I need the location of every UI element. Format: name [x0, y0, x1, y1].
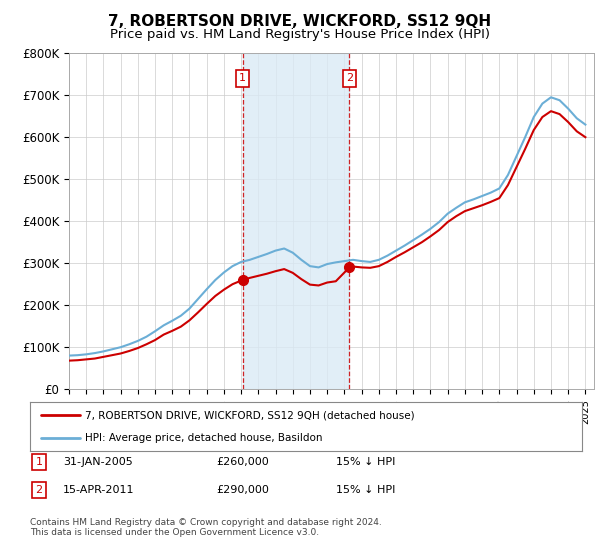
Text: 15-APR-2011: 15-APR-2011 [63, 485, 134, 495]
Text: 1: 1 [35, 457, 43, 467]
Text: Contains HM Land Registry data © Crown copyright and database right 2024.
This d: Contains HM Land Registry data © Crown c… [30, 518, 382, 538]
Text: 2: 2 [35, 485, 43, 495]
Text: 15% ↓ HPI: 15% ↓ HPI [336, 485, 395, 495]
Text: Price paid vs. HM Land Registry's House Price Index (HPI): Price paid vs. HM Land Registry's House … [110, 28, 490, 41]
Text: 2: 2 [346, 73, 353, 83]
Text: 31-JAN-2005: 31-JAN-2005 [63, 457, 133, 467]
Text: 7, ROBERTSON DRIVE, WICKFORD, SS12 9QH (detached house): 7, ROBERTSON DRIVE, WICKFORD, SS12 9QH (… [85, 410, 415, 421]
Bar [242, 53, 349, 389]
Text: HPI: Average price, detached house, Basildon: HPI: Average price, detached house, Basi… [85, 433, 323, 444]
Text: 15% ↓ HPI: 15% ↓ HPI [336, 457, 395, 467]
Text: 1: 1 [239, 73, 246, 83]
Text: £260,000: £260,000 [216, 457, 269, 467]
Text: 7, ROBERTSON DRIVE, WICKFORD, SS12 9QH: 7, ROBERTSON DRIVE, WICKFORD, SS12 9QH [109, 14, 491, 29]
Text: £290,000: £290,000 [216, 485, 269, 495]
